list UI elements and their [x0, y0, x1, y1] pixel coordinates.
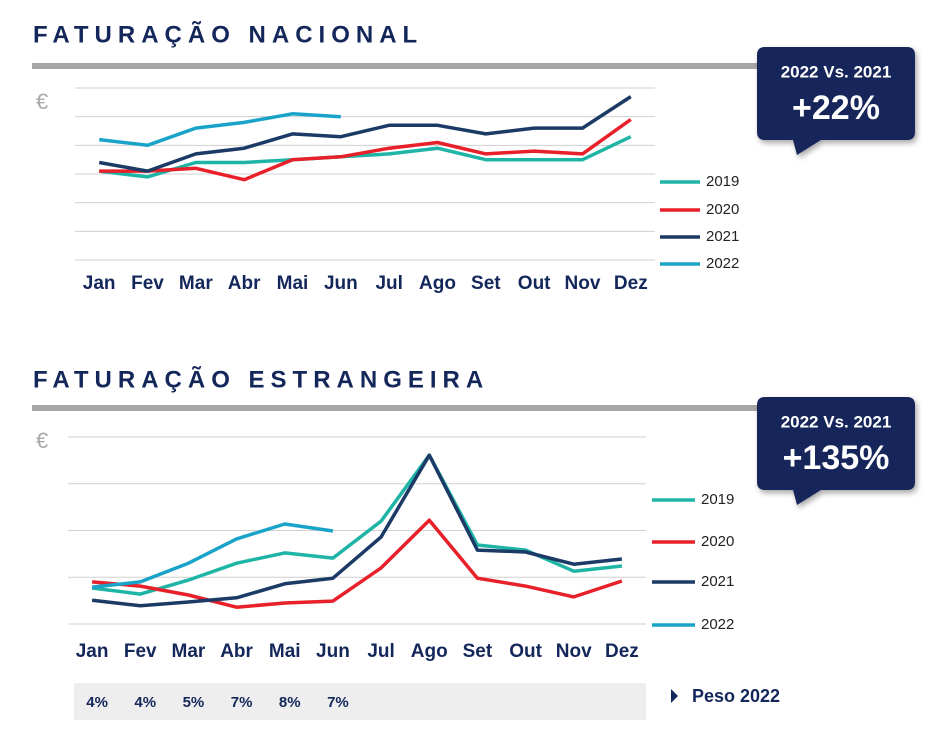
- x-tick-label: Set: [463, 641, 493, 662]
- badge-label: 2022 Vs. 2021: [781, 412, 892, 431]
- badge-label: 2022 Vs. 2021: [781, 62, 892, 81]
- x-tick-label: Nov: [565, 273, 601, 294]
- badge: [757, 47, 915, 155]
- x-tick-label: Dez: [614, 273, 648, 294]
- x-tick-label: Abr: [220, 641, 253, 662]
- weights-band: [74, 683, 646, 720]
- x-tick-label: Mar: [172, 641, 206, 662]
- weights-label: Peso 2022: [692, 686, 780, 706]
- x-tick-label: Mai: [277, 273, 309, 294]
- x-tick-label: Out: [518, 273, 551, 294]
- x-tick-label: Jun: [316, 641, 350, 662]
- legend-label: 2022: [701, 616, 734, 633]
- x-tick-label: Ago: [411, 641, 448, 662]
- badge-change: +135%: [783, 439, 890, 477]
- x-tick-label: Ago: [419, 273, 456, 294]
- legend-label: 2021: [701, 573, 734, 590]
- x-tick-label: Mar: [179, 273, 213, 294]
- weight-value: 4%: [134, 694, 156, 711]
- weight-value: 7%: [327, 694, 349, 711]
- x-tick-label: Abr: [228, 273, 261, 294]
- weight-value: 8%: [279, 694, 301, 711]
- x-tick-label: Fev: [131, 273, 164, 294]
- badge: [757, 397, 915, 505]
- legend-label: 2020: [701, 533, 734, 550]
- title-rule: [32, 63, 762, 69]
- legend-label: 2020: [706, 201, 739, 218]
- series-line: [98, 112, 341, 148]
- chart-title: FATURAÇÃO ESTRANGEIRA: [33, 365, 489, 393]
- series-line: [91, 453, 623, 596]
- x-tick-label: Dez: [605, 641, 639, 662]
- badge-change: +22%: [792, 89, 880, 127]
- x-tick-label: Jan: [76, 641, 109, 662]
- legend-label: 2021: [706, 228, 739, 245]
- weight-value: 4%: [86, 694, 108, 711]
- x-tick-label: Mai: [269, 641, 301, 662]
- y-axis-label: €: [36, 89, 48, 114]
- x-tick-label: Jul: [375, 273, 402, 294]
- series-line: [98, 135, 632, 179]
- chart-title: FATURAÇÃO NACIONAL: [33, 20, 423, 48]
- legend-label: 2019: [701, 491, 734, 508]
- x-tick-label: Out: [509, 641, 542, 662]
- series-line: [98, 95, 632, 173]
- x-tick-label: Nov: [556, 641, 592, 662]
- weight-value: 7%: [231, 694, 253, 711]
- title-rule: [32, 405, 762, 411]
- x-tick-label: Jan: [83, 273, 116, 294]
- x-tick-label: Jul: [367, 641, 394, 662]
- legend-label: 2019: [706, 173, 739, 190]
- x-tick-label: Set: [471, 273, 501, 294]
- x-tick-label: Fev: [124, 641, 157, 662]
- y-axis-label: €: [36, 428, 48, 453]
- series-line: [91, 522, 334, 589]
- series-line: [99, 118, 632, 182]
- legend-label: 2022: [706, 255, 739, 272]
- weight-value: 5%: [183, 694, 205, 711]
- weights-arrow: [671, 689, 678, 703]
- series-line: [91, 518, 623, 609]
- series-line: [91, 453, 623, 608]
- x-tick-label: Jun: [324, 273, 358, 294]
